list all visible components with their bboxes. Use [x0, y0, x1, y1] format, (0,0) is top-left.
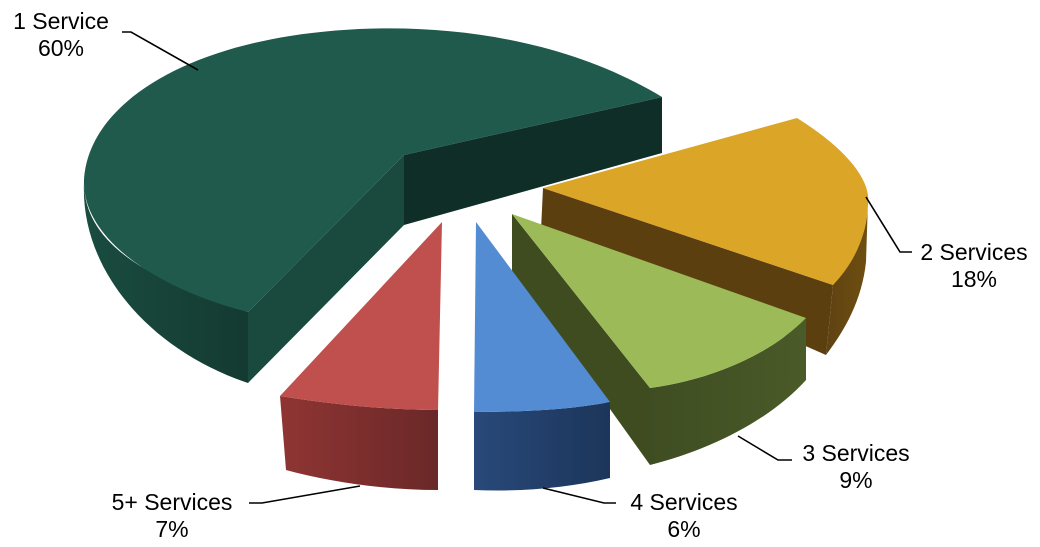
slice-1-service-back-face	[404, 97, 662, 225]
data-label-4-services: 4 Services 6%	[622, 489, 746, 543]
slice-percent: 18%	[950, 266, 998, 292]
slice-2-services-side	[826, 200, 868, 355]
slice-3-services-cut-face	[512, 214, 650, 465]
leader-line-5plus-services	[249, 485, 361, 504]
data-label-3-services: 3 Services 9%	[794, 440, 918, 494]
leader-line-4-services	[542, 487, 616, 504]
slice-1-service-cut-face	[248, 155, 404, 383]
slice-5plus-services	[280, 222, 442, 490]
slice-percent: 6%	[667, 516, 701, 542]
slice-label: 4 Services	[630, 489, 738, 515]
slice-2-services-top	[543, 118, 869, 285]
slice-5plus-services-top	[280, 222, 442, 410]
slice-percent: 60%	[37, 35, 85, 61]
slice-percent: 7%	[155, 516, 189, 542]
slice-3-services-top	[512, 214, 806, 388]
slice-4-services-top	[474, 222, 610, 412]
leader-line-3-services	[737, 435, 792, 461]
slice-percent: 9%	[839, 467, 873, 493]
slice-label: 5+ Services	[111, 489, 233, 515]
slice-1-service	[83, 28, 663, 383]
slice-1-service-side	[83, 182, 249, 383]
slice-4-services-side	[474, 402, 610, 491]
leader-line-1-service	[122, 31, 199, 71]
data-label-1-service: 1 Service 60%	[6, 8, 116, 62]
slice-label: 2 Services	[920, 239, 1028, 265]
slice-label: 3 Services	[802, 440, 910, 466]
leader-line-2-services	[865, 196, 912, 253]
slice-4-services	[474, 222, 610, 491]
data-label-2-services: 2 Services 18%	[912, 239, 1036, 293]
slice-label: 1 Service	[13, 8, 109, 34]
data-label-5plus-services: 5+ Services 7%	[98, 489, 246, 543]
slice-5plus-services-side	[280, 396, 438, 490]
slice-3-services-side	[650, 318, 806, 465]
slice-3-services	[512, 214, 806, 465]
slice-1-service-top	[83, 28, 663, 312]
